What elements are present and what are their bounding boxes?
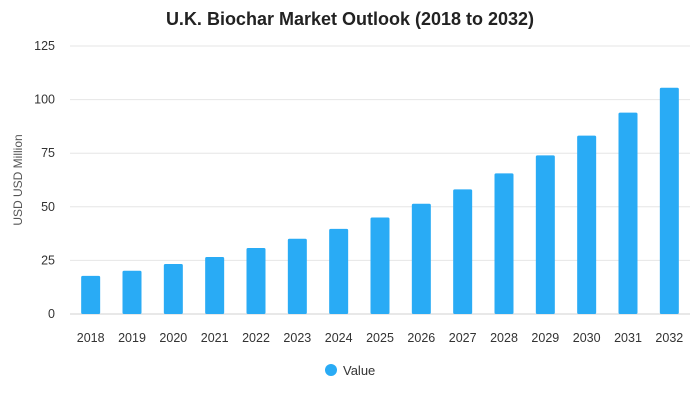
y-axis-label: USD USD Million <box>11 134 25 225</box>
bar-2031[interactable] <box>618 112 638 314</box>
bar-2025[interactable] <box>370 217 390 314</box>
x-tick-label: 2019 <box>118 331 146 345</box>
bar-2018[interactable] <box>81 275 101 314</box>
x-tick-label: 2029 <box>531 331 559 345</box>
bar-2022[interactable] <box>246 247 266 314</box>
bar-2020[interactable] <box>163 264 183 314</box>
bar-2021[interactable] <box>205 256 225 314</box>
x-tick-label: 2021 <box>201 331 229 345</box>
x-tick-label: 2032 <box>655 331 683 345</box>
bar-2030[interactable] <box>577 135 597 314</box>
y-tick-label: 125 <box>34 39 55 53</box>
bar-2023[interactable] <box>287 238 307 314</box>
x-tick-label: 2022 <box>242 331 270 345</box>
y-tick-label: 50 <box>41 200 55 214</box>
bar-2029[interactable] <box>535 155 555 314</box>
legend[interactable]: Value <box>325 363 375 378</box>
legend-label: Value <box>343 363 375 378</box>
x-tick-label: 2023 <box>283 331 311 345</box>
x-tick-label: 2031 <box>614 331 642 345</box>
x-tick-label: 2028 <box>490 331 518 345</box>
bar-2028[interactable] <box>494 173 514 314</box>
x-axis-ticks: 2018 2019 2020 2021 2022 2023 2024 2025 2026 2027… <box>77 331 684 345</box>
bar-2032[interactable] <box>659 87 679 314</box>
x-tick-label: 2024 <box>325 331 353 345</box>
y-tick-label: 0 <box>48 307 55 321</box>
x-tick-label: 2020 <box>159 331 187 345</box>
x-tick-label: 2027 <box>449 331 477 345</box>
y-tick-label: 75 <box>41 146 55 160</box>
bar-2026[interactable] <box>411 203 431 314</box>
x-tick-label: 2018 <box>77 331 105 345</box>
bars <box>81 87 679 314</box>
bar-2019[interactable] <box>122 270 142 314</box>
bar-2027[interactable] <box>453 189 473 314</box>
x-tick-label: 2026 <box>407 331 435 345</box>
bar-2024[interactable] <box>329 228 349 314</box>
x-tick-label: 2030 <box>573 331 601 345</box>
x-tick-label: 2025 <box>366 331 394 345</box>
y-axis-ticks: 0 25 50 75 100 125 <box>34 39 55 321</box>
chart-title: U.K. Biochar Market Outlook (2018 to 203… <box>166 9 534 29</box>
y-tick-label: 25 <box>41 253 55 267</box>
legend-marker-icon <box>325 364 337 376</box>
y-tick-label: 100 <box>34 93 55 107</box>
